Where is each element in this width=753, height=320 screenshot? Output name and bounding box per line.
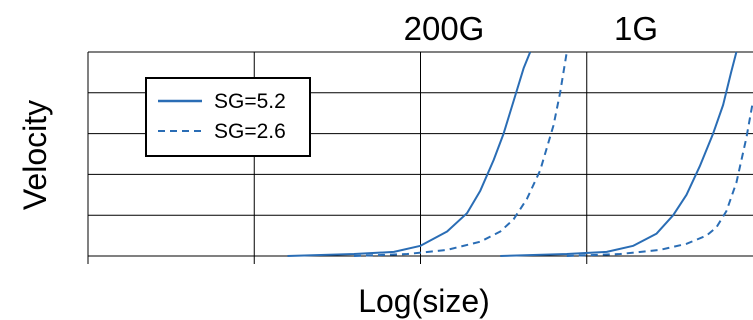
legend: SG=5.2 SG=2.6 <box>145 77 311 157</box>
series-line-sg-5-2-1 <box>500 51 738 257</box>
series-line-sg-5-2-0 <box>287 51 532 257</box>
series-layer <box>287 51 753 257</box>
series-line-sg-2-6-3 <box>566 100 753 257</box>
annotation-200g: 200G <box>404 10 485 47</box>
y-axis-title: Velocity <box>17 100 53 210</box>
legend-label-sg-2-6: SG=2.6 <box>214 120 286 143</box>
x-axis-title: Log(size) <box>358 283 490 319</box>
legend-box <box>145 77 311 157</box>
annotation-1g: 1G <box>614 10 658 47</box>
legend-label-sg-5-2: SG=5.2 <box>214 90 286 113</box>
series-line-sg-2-6-2 <box>353 51 568 257</box>
